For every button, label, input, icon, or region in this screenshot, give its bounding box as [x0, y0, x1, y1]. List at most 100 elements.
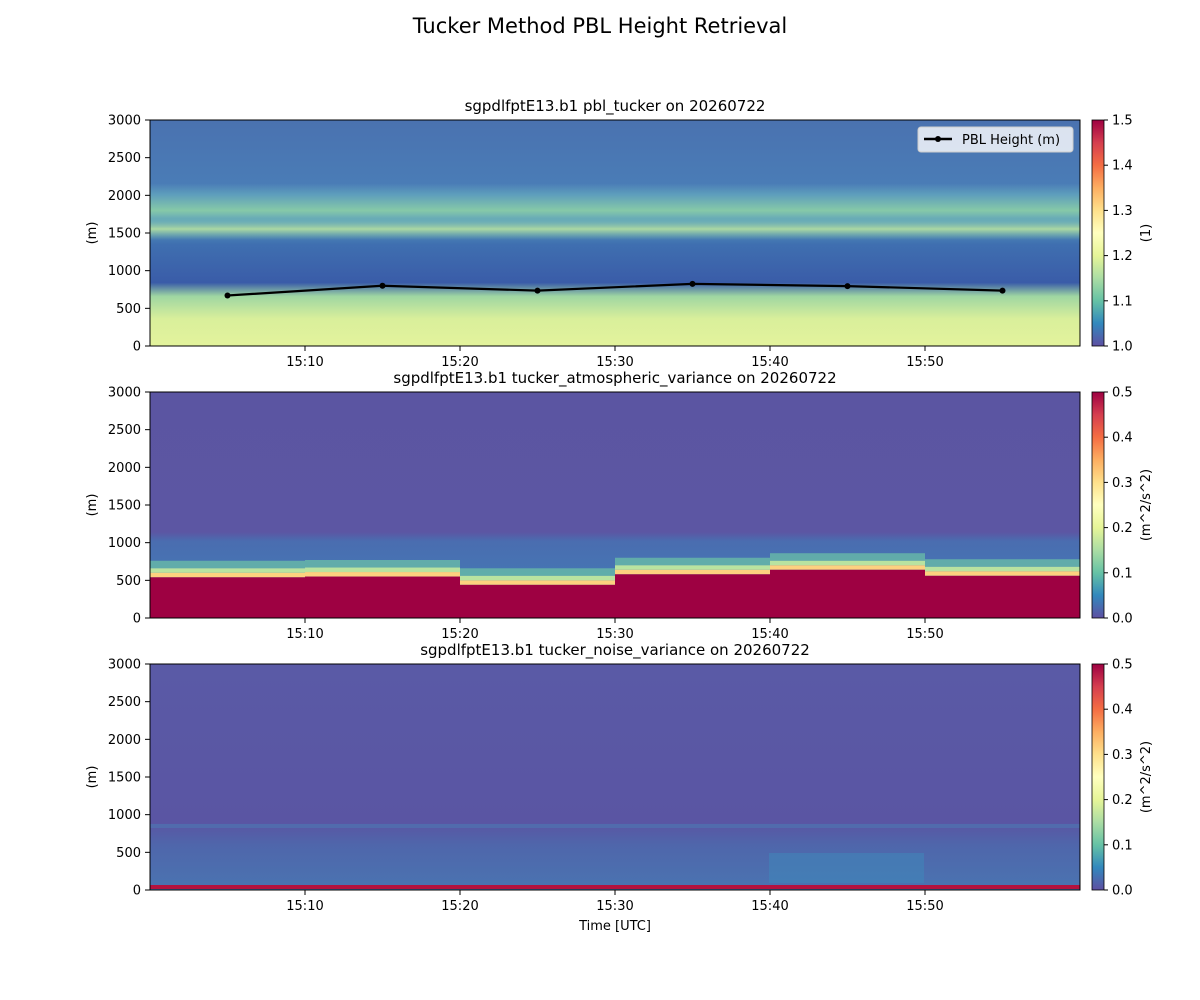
panel-3-surface-band	[150, 885, 1080, 889]
pbl-point	[379, 282, 386, 289]
x-tick-label: 15:20	[441, 355, 478, 370]
colorbar-tick-label: 0.1	[1112, 838, 1133, 853]
x-tick-label: 15:50	[906, 355, 943, 370]
variance-transition-mid	[770, 560, 925, 566]
y-tick-label: 1500	[108, 771, 141, 786]
x-tick-label: 15:10	[286, 355, 323, 370]
variance-transition-upper	[615, 557, 770, 566]
variance-transition-upper	[305, 559, 460, 568]
y-tick-label: 3000	[108, 386, 141, 401]
y-tick-label: 2500	[108, 151, 141, 166]
colorbar-tick-label: 0.4	[1112, 431, 1133, 446]
x-tick-label: 15:50	[906, 627, 943, 642]
legend-label: PBL Height (m)	[962, 133, 1060, 148]
pbl-point	[999, 287, 1006, 294]
panel-1-ylabel: (m)	[85, 222, 100, 245]
colorbar-tick-label: 1.1	[1112, 294, 1133, 309]
colorbar-3-label: (m^2/s^2)	[1139, 741, 1154, 813]
colorbar-tick-label: 0.4	[1112, 703, 1133, 718]
x-tick-label: 15:20	[441, 899, 478, 914]
colorbar-1-ticks: 1.0 1.1 1.2 1.3 1.4 1.5	[1104, 114, 1133, 355]
variance-transition-mid	[305, 567, 460, 573]
y-tick-label: 1000	[108, 808, 141, 823]
y-tick-label: 1000	[108, 536, 141, 551]
panel-noise-variance: sgpdlfptE13.b1 tucker_noise_variance on …	[85, 641, 1154, 934]
colorbar-tick-label: 0.0	[1112, 612, 1133, 627]
variance-transition-upper	[770, 553, 925, 561]
colorbar-tick-label: 0.5	[1112, 658, 1133, 673]
variance-block	[460, 584, 615, 618]
variance-transition-lower	[770, 565, 925, 570]
y-tick-label: 2000	[108, 461, 141, 476]
colorbar-tick-label: 0.3	[1112, 748, 1133, 763]
variance-transition-mid	[460, 575, 615, 581]
panel-2-ylabel: (m)	[85, 494, 100, 517]
variance-block	[615, 574, 770, 618]
variance-block	[770, 569, 925, 618]
variance-transition-lower	[305, 572, 460, 577]
y-tick-label: 0	[133, 884, 141, 899]
legend-marker-swatch	[935, 136, 941, 142]
variance-block	[150, 577, 305, 618]
colorbar-tick-label: 0.2	[1112, 521, 1133, 536]
colorbar-1-gradient	[1091, 119, 1105, 347]
pbl-point	[224, 292, 231, 299]
colorbar-2-ticks: 0.0 0.1 0.2 0.3 0.4 0.5	[1104, 386, 1133, 627]
y-tick-label: 500	[116, 846, 141, 861]
colorbar-tick-label: 0.1	[1112, 566, 1133, 581]
colorbar-tick-label: 1.5	[1112, 114, 1133, 129]
y-tick-label: 2500	[108, 695, 141, 710]
variance-transition-upper	[925, 559, 1080, 567]
y-tick-label: 500	[116, 574, 141, 589]
colorbar-tick-label: 1.0	[1112, 340, 1133, 355]
variance-transition-upper	[460, 568, 615, 576]
y-tick-label: 3000	[108, 114, 141, 129]
panel-1-y-axis: 0 500 1000 1500 2000 2500 3000	[108, 114, 150, 355]
panel-3-ylabel: (m)	[85, 766, 100, 789]
panel-2-colorbar: 0.0 0.1 0.2 0.3 0.4 0.5 (m^2/s^2)	[1091, 386, 1154, 627]
colorbar-3-ticks: 0.0 0.1 0.2 0.3 0.4 0.5	[1104, 658, 1133, 899]
variance-block	[925, 575, 1080, 618]
pbl-point	[534, 287, 541, 294]
colorbar-1-label: (1)	[1139, 224, 1154, 242]
panel-1-title: sgpdlfptE13.b1 pbl_tucker on 20260722	[465, 97, 766, 116]
colorbar-tick-label: 1.2	[1112, 249, 1133, 264]
panel-atmospheric-variance: sgpdlfptE13.b1 tucker_atmospheric_varian…	[85, 369, 1154, 642]
panel-3-noise-patch	[769, 853, 924, 883]
x-tick-label: 15:50	[906, 899, 943, 914]
variance-transition-lower	[150, 572, 305, 578]
x-tick-label: 15:40	[751, 627, 788, 642]
y-tick-label: 2000	[108, 733, 141, 748]
panel-1-legend: PBL Height (m)	[917, 126, 1074, 153]
y-tick-label: 0	[133, 340, 141, 355]
panel-3-x-axis: 15:10 15:20 15:30 15:40 15:50	[286, 890, 944, 914]
x-tick-label: 15:20	[441, 627, 478, 642]
colorbar-tick-label: 1.3	[1112, 204, 1133, 219]
variance-transition-lower	[615, 569, 770, 575]
x-tick-label: 15:30	[596, 899, 633, 914]
colorbar-tick-label: 0.3	[1112, 476, 1133, 491]
variance-transition-lower	[460, 580, 615, 585]
y-tick-label: 2500	[108, 423, 141, 438]
y-tick-label: 0	[133, 612, 141, 627]
y-tick-label: 1500	[108, 227, 141, 242]
y-tick-label: 1000	[108, 264, 141, 279]
colorbar-tick-label: 1.4	[1112, 159, 1133, 174]
pbl-line	[227, 282, 1003, 297]
colorbar-tick-label: 0.0	[1112, 884, 1133, 899]
figure-title: Tucker Method PBL Height Retrieval	[412, 14, 788, 38]
x-axis-label: Time [UTC]	[578, 919, 651, 934]
panel-3-faint-layer	[150, 824, 1080, 828]
x-tick-label: 15:30	[596, 355, 633, 370]
variance-blocks	[150, 553, 1080, 618]
panel-pbl-tucker: sgpdlfptE13.b1 pbl_tucker on 20260722 0 5…	[85, 97, 1154, 370]
variance-block	[305, 576, 460, 618]
variance-transition-lower	[925, 571, 1080, 576]
panel-3-colorbar: 0.0 0.1 0.2 0.3 0.4 0.5 (m^2/s^2)	[1091, 658, 1154, 899]
colorbar-3-gradient	[1091, 663, 1105, 891]
x-tick-label: 15:40	[751, 355, 788, 370]
x-tick-label: 15:30	[596, 627, 633, 642]
pbl-point	[689, 280, 696, 287]
x-tick-label: 15:10	[286, 899, 323, 914]
y-tick-label: 1500	[108, 499, 141, 514]
